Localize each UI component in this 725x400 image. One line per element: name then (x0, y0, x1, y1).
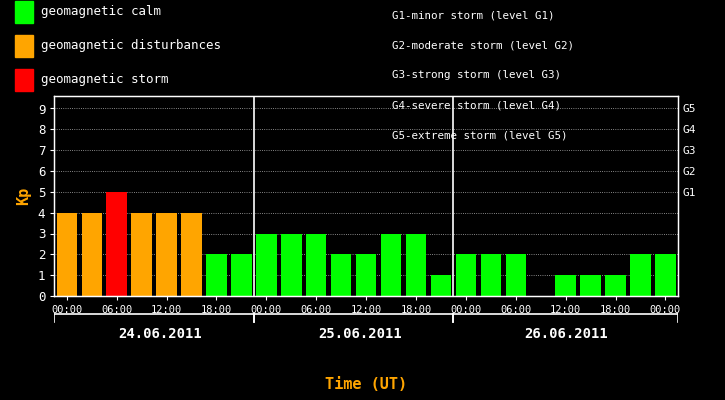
Bar (331, 254, 352, 296)
Bar (281, 234, 302, 296)
Text: 25.06.2011: 25.06.2011 (318, 327, 402, 341)
Text: G2-moderate storm (level G2): G2-moderate storm (level G2) (392, 40, 573, 50)
Bar (455, 254, 476, 296)
Bar (181, 213, 202, 296)
Text: G5-extreme storm (level G5): G5-extreme storm (level G5) (392, 130, 567, 140)
Bar (580, 275, 601, 296)
Bar (630, 254, 651, 296)
Text: Time (UT): Time (UT) (325, 377, 407, 392)
Bar (157, 213, 177, 296)
Bar (107, 192, 127, 296)
Text: G4-severe storm (level G4): G4-severe storm (level G4) (392, 100, 560, 110)
Bar (206, 254, 227, 296)
Bar (57, 213, 77, 296)
Bar (306, 234, 326, 296)
Text: geomagnetic calm: geomagnetic calm (41, 6, 162, 18)
Text: G3-strong storm (level G3): G3-strong storm (level G3) (392, 70, 560, 80)
Bar (356, 254, 376, 296)
Bar (406, 234, 426, 296)
Bar (555, 275, 576, 296)
Bar (655, 254, 676, 296)
Bar (481, 254, 501, 296)
Y-axis label: Kp: Kp (16, 187, 31, 205)
Bar (605, 275, 626, 296)
Text: geomagnetic storm: geomagnetic storm (41, 74, 169, 86)
Text: 24.06.2011: 24.06.2011 (118, 327, 202, 341)
Bar (256, 234, 277, 296)
Text: 26.06.2011: 26.06.2011 (523, 327, 608, 341)
Bar (505, 254, 526, 296)
Text: G1-minor storm (level G1): G1-minor storm (level G1) (392, 10, 554, 20)
Text: geomagnetic disturbances: geomagnetic disturbances (41, 40, 221, 52)
Bar (431, 275, 451, 296)
Bar (81, 213, 102, 296)
Bar (131, 213, 152, 296)
Bar (381, 234, 402, 296)
Bar (231, 254, 252, 296)
